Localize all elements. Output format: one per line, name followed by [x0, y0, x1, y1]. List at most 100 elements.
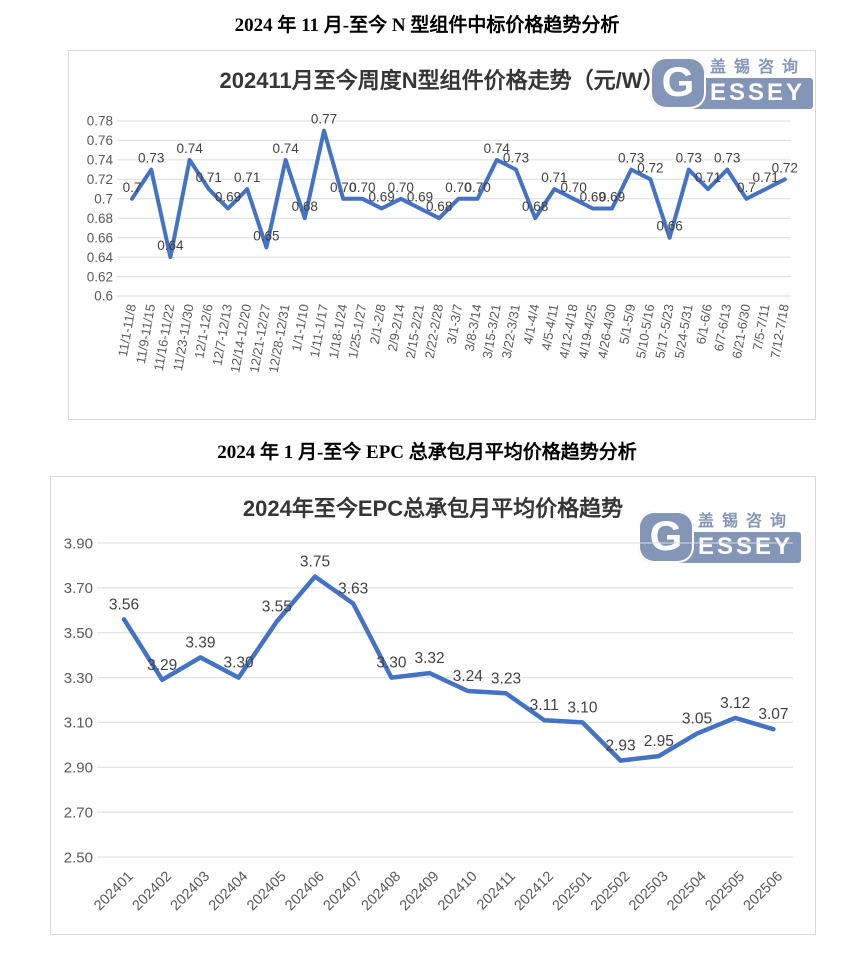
data-label: 0.7	[737, 180, 756, 195]
epc-line-chart-svg: 3.90 3.70 3.50 3.30 3.10 2.90 2.70 2.50 3.56 3.29…	[64, 535, 793, 915]
data-label: 0.71	[695, 170, 721, 185]
x-axis-label: 202409	[397, 869, 443, 915]
data-label: 0.73	[714, 151, 740, 166]
data-label: 0.69	[368, 190, 394, 205]
y-tick-label: 3.90	[64, 535, 93, 552]
x-axis-label: 202408	[359, 869, 405, 915]
data-label: 3.24	[453, 668, 484, 685]
data-label: 0.71	[752, 170, 778, 185]
data-label: 3.30	[376, 655, 407, 672]
data-label: 3.11	[530, 697, 559, 714]
data-label: 3.39	[185, 634, 215, 651]
data-label: 0.73	[138, 151, 164, 166]
x-axis-label: 202406	[282, 869, 328, 915]
data-label: 0.69	[215, 190, 241, 205]
x-axis-label: 202410	[435, 869, 481, 915]
y-tick-label: 0.74	[87, 153, 114, 168]
data-label: 3.75	[300, 554, 330, 571]
ntype-weekly-price-chart: G 盖锡咨询 ESSEY 202411月至今周度N型组件价格走势（元/W） 0.…	[68, 50, 816, 420]
data-label: 0.74	[484, 141, 511, 156]
x-axis-label: 202412	[511, 869, 557, 915]
y-tick-label: 3.50	[64, 625, 93, 642]
x-axis-label: 202403	[168, 869, 214, 915]
gessey-logo-cn-text: 盖锡咨询	[709, 59, 806, 76]
price-line	[130, 128, 787, 260]
data-label: 2.93	[606, 738, 636, 755]
y-tick-label: 0.7	[94, 192, 113, 207]
data-label: 0.69	[407, 190, 433, 205]
data-label: 0.70	[330, 180, 356, 195]
y-tick-label: 0.76	[87, 133, 113, 148]
data-label: 0.70	[388, 180, 414, 195]
x-axis-label: 202504	[664, 869, 710, 915]
x-axis-label: 202402	[129, 869, 175, 915]
section-heading-ntype: 2024 年 11 月-至今 N 型组件中标价格趋势分析	[234, 15, 620, 36]
data-label: 0.72	[637, 160, 663, 175]
data-label: 0.74	[272, 141, 299, 156]
data-label: 3.07	[758, 706, 788, 723]
data-label: 0.73	[618, 151, 644, 166]
y-tick-label: 0.72	[87, 172, 113, 187]
data-label: 0.65	[253, 228, 279, 243]
data-label: 3.10	[567, 699, 598, 716]
y-tick-label: 0.62	[87, 269, 113, 284]
y-tick-label: 3.30	[64, 670, 93, 687]
data-label: 0.69	[599, 190, 625, 205]
data-label: 0.68	[426, 199, 452, 214]
x-axis-label: 3/1-3/7	[444, 303, 466, 345]
data-label: 3.55	[262, 599, 292, 616]
y-tick-label: 2.50	[64, 849, 93, 866]
data-label: 3.63	[338, 581, 368, 598]
x-axis-label: 202506	[741, 869, 787, 915]
data-label: 3.56	[109, 596, 139, 613]
gessey-logo: G 盖锡咨询 ESSEY	[649, 57, 813, 109]
data-label: 3.30	[224, 655, 255, 672]
data-label: 3.29	[147, 657, 177, 674]
y-tick-label: 0.68	[87, 211, 113, 226]
data-label: 0.64	[157, 238, 184, 253]
y-tick-label: 2.90	[64, 760, 93, 777]
y-tick-label: 0.6	[94, 289, 113, 304]
x-axis-label: 2/1-2/8	[367, 303, 389, 345]
gessey-logo-en-text: ESSEY	[675, 532, 801, 563]
data-label: 0.74	[176, 141, 203, 156]
gessey-g-icon: G	[649, 57, 706, 109]
x-axis-label: 4/1-4/4	[520, 303, 542, 345]
x-axis-label: 202501	[550, 869, 596, 915]
x-axis-label: 202502	[588, 869, 634, 915]
data-label: 3.32	[415, 650, 445, 667]
data-label: 0.66	[656, 219, 682, 234]
data-label: 0.71	[234, 170, 260, 185]
y-tick-label: 0.64	[87, 250, 114, 265]
epc-monthly-price-chart: G 盖锡咨询 ESSEY 2024年至今EPC总承包月平均价格趋势 3.90 3.…	[50, 476, 816, 935]
x-axis-label: 202405	[244, 869, 290, 915]
data-label: 0.70	[349, 180, 375, 195]
data-label: 2.95	[644, 733, 674, 750]
y-tick-label: 3.70	[64, 580, 93, 597]
price-line	[121, 574, 776, 763]
x-axis-label: 202505	[702, 869, 748, 915]
y-tick-label: 3.10	[64, 715, 93, 732]
data-label: 0.71	[196, 170, 222, 185]
y-tick-label: 0.78	[87, 114, 113, 129]
y-tick-label: 0.66	[87, 230, 113, 245]
data-label: 0.77	[311, 112, 337, 127]
data-label: 0.71	[541, 170, 567, 185]
section-heading-epc: 2024 年 1 月-至今 EPC 总承包月平均价格趋势分析	[217, 442, 637, 463]
chart-title-epc: 2024年至今EPC总承包月平均价格趋势	[242, 496, 624, 521]
gessey-g-icon: G	[637, 511, 694, 563]
data-label: 0.7	[123, 180, 142, 195]
data-label: 3.23	[491, 670, 521, 687]
x-axis-label: 202503	[626, 869, 672, 915]
y-tick-label: 2.70	[64, 804, 93, 821]
data-label: 0.69	[580, 190, 606, 205]
ntype-line-chart-svg: 0.78 0.76 0.74 0.72 0.7 0.68 0.66 0.64 0.62 0.6 0.…	[87, 112, 798, 374]
x-axis-label: 202404	[206, 869, 252, 915]
data-label: 0.68	[522, 199, 548, 214]
data-label: 0.73	[676, 151, 702, 166]
data-label: 0.70	[445, 180, 471, 195]
gessey-logo-en-text: ESSEY	[687, 78, 813, 109]
gessey-logo: G 盖锡咨询 ESSEY	[637, 511, 801, 563]
data-label: 0.72	[772, 160, 798, 175]
gessey-logo-text: 盖锡咨询 ESSEY	[687, 57, 813, 109]
